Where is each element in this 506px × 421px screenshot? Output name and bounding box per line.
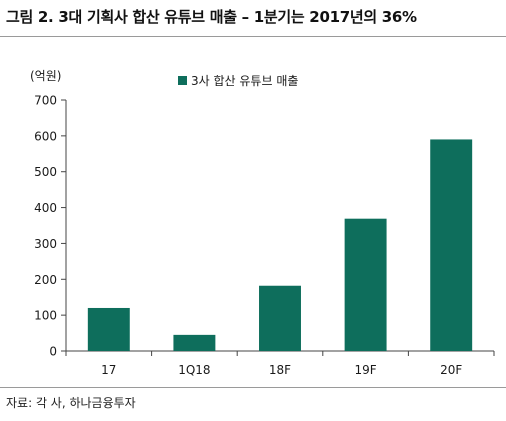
x-tick-label: 18F [269,363,291,377]
x-tick-label: 20F [440,363,462,377]
title-divider [0,36,506,37]
x-tick-label: 17 [101,363,116,377]
chart-title: 그림 2. 3대 기획사 합산 유튜브 매출 – 1분기는 2017년의 36% [6,8,417,26]
legend-swatch [178,76,187,85]
y-tick-label: 400 [34,201,57,215]
bar [173,334,216,351]
y-axis: 0 100 200 300 400 500 600 700 [34,94,67,359]
bar [259,285,301,351]
y-axis-unit-label: (억원) [30,69,61,83]
bars [87,139,473,351]
y-tick-label: 300 [34,237,57,251]
legend-label: 3사 합산 유튜브 매출 [191,74,298,88]
source-note: 자료: 각 사, 하나금융투자 [6,396,136,410]
x-tick-label: 1Q18 [178,363,210,377]
y-tick-label: 600 [34,129,57,143]
y-tick-label: 100 [34,309,57,323]
y-tick-label: 700 [34,94,57,108]
y-tick-label: 200 [34,273,57,287]
x-axis: 17 1Q18 18F 19F 20F [65,350,495,377]
bar [430,139,473,351]
x-tick-label: 19F [355,363,377,377]
bar [87,307,130,351]
y-tick-label: 500 [34,165,57,179]
footer-divider [0,387,506,388]
bar [344,218,387,351]
y-tick-label: 0 [49,345,57,359]
